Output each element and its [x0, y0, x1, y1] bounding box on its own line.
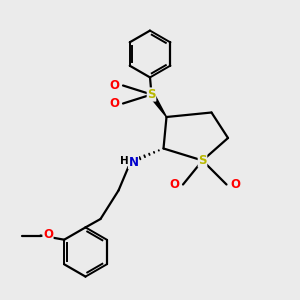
Text: O: O: [110, 97, 120, 110]
Text: S: S: [198, 154, 207, 167]
Text: O: O: [230, 178, 240, 191]
Text: O: O: [169, 178, 180, 191]
Text: N: N: [128, 155, 139, 169]
Text: H: H: [119, 155, 128, 166]
Text: S: S: [147, 88, 156, 101]
Text: O: O: [43, 227, 53, 241]
Polygon shape: [149, 93, 167, 117]
Text: O: O: [110, 79, 120, 92]
